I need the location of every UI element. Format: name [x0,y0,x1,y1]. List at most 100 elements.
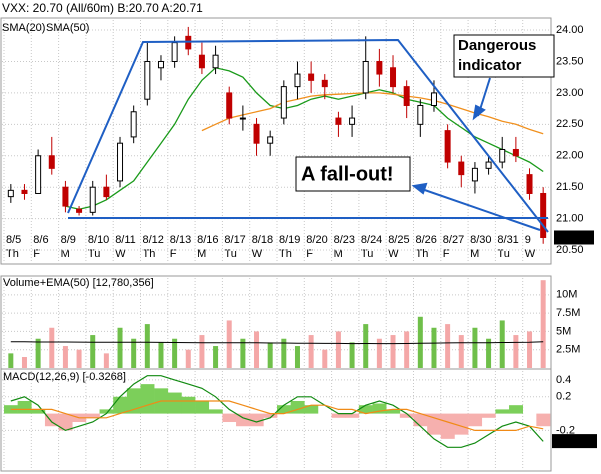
macd-frame [0,368,552,472]
x-tick-label: F [170,248,177,260]
volume-bar [499,320,505,368]
volume-bar [376,338,382,368]
volume-bar [390,335,396,368]
macd-histogram [263,413,278,418]
x-tick-label: 8/25 [388,234,409,246]
x-tick-label: W [525,248,536,260]
candle-body [349,117,356,125]
macd-histogram [468,413,483,427]
macd-histogram [99,409,114,414]
volume-bar [322,349,328,368]
candle-body [89,186,96,213]
volume-bar [513,335,519,368]
trend-line [67,38,549,233]
macd-histogram [222,413,237,423]
y-tick-label: 21.50 [556,181,584,193]
macd-histogram [85,413,100,418]
x-tick-label: M [197,248,206,260]
x-tick-label: M [61,248,70,260]
macd-histogram [481,413,496,418]
macd-histogram [249,413,264,427]
x-tick-label: 8/24 [361,234,382,246]
macd-histogram [358,405,373,414]
macd-histogram [208,409,223,414]
candle-body [444,130,451,163]
macd-histogram [440,413,455,439]
x-tick-label: 8/31 [497,234,518,246]
y-tick-label: -0.2 [556,424,575,436]
x-tick-label: 8/11 [115,234,136,246]
candle-body [198,54,205,69]
volume-bar [213,346,219,368]
volume-bar [117,327,123,368]
y-tick-label: 20.50 [556,244,584,256]
x-tick-label: 8/17 [224,234,245,246]
x-tick-label: 8/26 [416,234,437,246]
candle-body [526,174,533,194]
macd-histogram [236,413,250,427]
volume-bar [417,316,423,368]
volume-bar [131,338,137,368]
annotation-box [295,156,411,192]
x-tick-label: W [388,248,399,260]
macd-histogram [495,409,510,414]
volume-bar [431,327,437,368]
volume-bar [472,327,478,368]
candle-body [130,111,137,138]
annotation: A fall-out! [301,163,394,185]
candle-body [335,117,342,125]
x-tick-label: M [334,248,343,260]
volume-bar [172,338,178,368]
volume-bar [199,335,205,368]
x-tick-label: 8/9 [61,234,76,246]
macd-histogram [372,403,387,414]
x-tick-label: 8/20 [306,234,327,246]
x-tick-label: 8/23 [334,234,355,246]
volume-bar [445,324,451,368]
x-tick-label: 8/19 [279,234,300,246]
y-tick-label: 7.5M [556,307,580,319]
volume-bar [103,353,109,368]
y-tick-label: 22.50 [556,118,584,130]
candle-body [512,148,519,157]
moving-average [201,92,544,135]
candle-body [226,92,233,119]
macd-signal [10,400,544,431]
volume-bar [527,331,533,368]
y-tick-label: 21.00 [556,213,584,225]
macd-histogram [167,392,182,414]
candle-body [294,73,301,88]
candle-body [62,186,69,207]
candle-body [430,92,437,106]
macd-histogram [44,413,59,427]
volume-bar [226,320,232,368]
candle-body [471,167,478,182]
candle-body [144,60,151,100]
volume-bar [267,342,273,368]
macd-title: MACD(12,26,9) [-0.3268] [3,371,126,383]
candle-body [321,79,328,88]
x-tick-label: 8/10 [88,234,109,246]
x-tick-label: 8/13 [170,234,191,246]
trend-lines [67,38,549,233]
candle-body [103,186,110,198]
y-tick-label: 22.00 [556,150,584,162]
candle-body [48,155,55,169]
x-tick-label: 8/6 [33,234,48,246]
volume-bar [458,335,464,368]
x-tick-label: 8/16 [197,234,218,246]
y-tick-label: 0.4 [556,374,571,386]
y-tick-label: 23.00 [556,87,584,99]
candle-body [458,161,465,176]
x-tick-label: 8/30 [470,234,491,246]
y-tick-label: 23.50 [556,55,584,67]
candle-body [376,60,383,75]
volume-title: Volume+EMA(50) [12,780,356] [3,277,154,289]
x-tick-label: 8/12 [143,234,164,246]
chart-title: VXX: 20.70 (All/60m) B:20.70 A:20.71 [2,1,203,15]
volume-ema [10,341,544,345]
candle-body [7,189,14,198]
macd-histogram [126,388,141,414]
